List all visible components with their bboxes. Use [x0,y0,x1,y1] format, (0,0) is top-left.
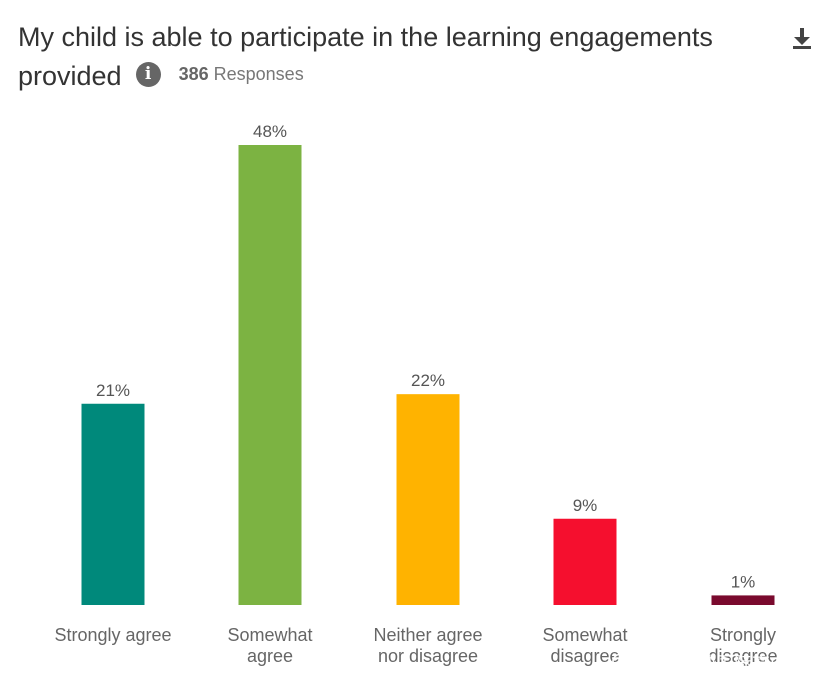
watermark: 苏州德威国际高中 [612,646,822,680]
value-label: 48% [253,122,287,141]
value-label: 1% [731,572,756,591]
category-label: Strongly [710,625,776,645]
watermark-text: 苏州德威国际高中 [644,654,788,675]
download-icon-graphic [793,28,811,49]
category-label: disagree [708,646,777,666]
info-icon[interactable]: i [135,62,161,88]
download-icon[interactable] [788,24,816,52]
category-label: nor disagree [378,646,478,666]
response-label: Responses [213,64,304,85]
chart-title-text: My child is able to participate in the l… [18,22,713,91]
chart-title: My child is able to participate in the l… [18,18,738,97]
value-label: 9% [573,496,598,515]
bar-somewhat-agree[interactable] [238,145,302,605]
response-count: 386 [178,64,209,85]
category-label: Somewhat [227,625,312,645]
value-label: 22% [411,371,445,390]
bar-strongly-agree[interactable] [81,403,145,605]
category-label: Somewhat [542,625,627,645]
bar-neither-agree-nor-disagree[interactable] [396,394,460,605]
category-label: Strongly agree [54,625,171,645]
category-label: Neither agree [373,625,482,645]
response-count-label: 386 Responses [179,64,304,84]
bar-strongly-disagree[interactable] [711,595,775,605]
wechat-icon [612,653,638,673]
category-label: disagree [550,646,619,666]
value-label: 21% [96,381,130,400]
category-label: agree [247,646,293,666]
bar-somewhat-disagree[interactable] [553,518,617,605]
